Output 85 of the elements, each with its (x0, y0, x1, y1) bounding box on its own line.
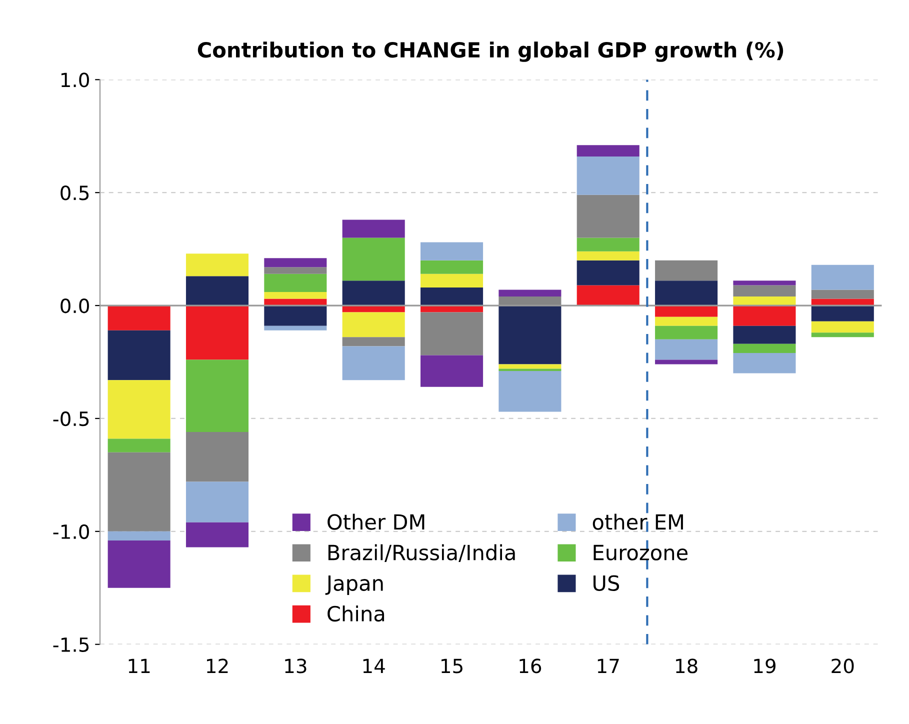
bar (342, 337, 405, 346)
bar (420, 355, 484, 387)
legend-label: Eurozone (594, 544, 688, 560)
bar (811, 332, 874, 338)
bar (186, 276, 249, 306)
bar (498, 364, 562, 369)
x-tick-label: 15 (442, 658, 462, 674)
bar (186, 432, 249, 482)
x-tick-label: 19 (754, 658, 776, 674)
bar (576, 260, 640, 286)
bar (420, 260, 484, 274)
bar (811, 321, 874, 333)
bar (733, 285, 796, 296)
bar (342, 220, 405, 238)
bar (733, 326, 796, 344)
bar (264, 274, 327, 292)
bar (576, 156, 640, 195)
bar (733, 352, 796, 374)
bar (576, 194, 640, 238)
bar (420, 274, 484, 288)
bar (498, 371, 562, 412)
legend-label: Japan (325, 576, 383, 596)
bar (733, 280, 796, 286)
legend-label: Brazil/Russia/India (328, 544, 515, 562)
bar (342, 346, 405, 380)
bar (655, 260, 718, 281)
bar (342, 280, 405, 306)
x-tick-label: 12 (207, 658, 228, 674)
bar (811, 264, 874, 290)
bar (655, 306, 718, 317)
y-tick-label: -1.0 (53, 524, 89, 540)
bar (655, 360, 718, 364)
chart-title: Contribution to CHANGE in global GDP growth (%) (198, 42, 784, 62)
bar (576, 238, 640, 252)
bar (576, 285, 640, 306)
x-tick-label: 11 (128, 658, 150, 674)
bar (420, 242, 484, 260)
bar (655, 326, 718, 340)
y-tick-label: 0.5 (60, 186, 89, 200)
bar (498, 290, 562, 296)
bar (733, 344, 796, 353)
bar (108, 540, 170, 588)
y-tick-label: 0.0 (60, 298, 89, 314)
bar (186, 254, 249, 276)
x-tick-label: 18 (676, 658, 698, 674)
legend-label: other EM (592, 514, 683, 530)
bar (576, 251, 640, 260)
bar (264, 326, 327, 330)
legend-label: Other DM (328, 514, 424, 530)
bar (108, 330, 170, 380)
y-tick-label: 1.0 (61, 72, 89, 88)
x-tick-label: 20 (832, 658, 854, 674)
bar (108, 452, 170, 532)
bar (108, 531, 170, 540)
bar (264, 292, 327, 299)
x-tick-label: 17 (598, 658, 619, 674)
bar (342, 238, 405, 281)
bar (655, 316, 718, 326)
bar (108, 306, 170, 330)
legend-label: China (328, 605, 384, 622)
bar (576, 145, 640, 156)
bar (264, 306, 327, 326)
bar (733, 306, 796, 326)
x-tick-label: 16 (520, 658, 542, 674)
bar (264, 267, 327, 274)
bar (811, 306, 874, 322)
bar (186, 522, 249, 548)
bar (108, 438, 170, 452)
x-tick-label: 13 (285, 658, 306, 674)
y-tick-label: -1.5 (53, 638, 89, 652)
y-tick-label: -0.5 (53, 411, 89, 426)
bar (186, 360, 249, 432)
bar (186, 482, 249, 522)
bar (186, 306, 249, 360)
bar (264, 258, 327, 268)
bar (655, 339, 718, 360)
bar (420, 312, 484, 356)
bar (108, 380, 170, 439)
bar (655, 280, 718, 306)
bar (420, 287, 484, 306)
bar (498, 306, 562, 364)
x-tick-label: 14 (363, 658, 385, 674)
bar (811, 290, 874, 299)
bar (342, 312, 405, 338)
legend-label: US (594, 575, 620, 591)
